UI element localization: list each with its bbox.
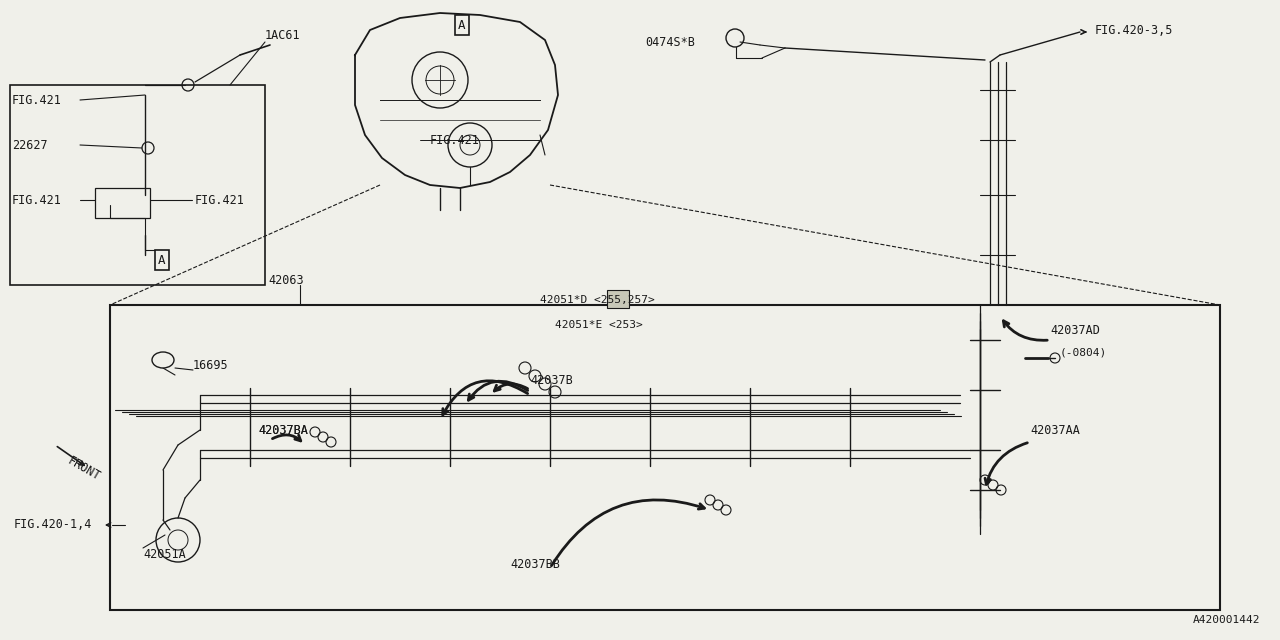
Text: FIG.421: FIG.421 [12, 193, 61, 207]
Text: FIG.421: FIG.421 [430, 134, 480, 147]
Text: FIG.421: FIG.421 [195, 193, 244, 207]
Text: FIG.420-1,4: FIG.420-1,4 [14, 518, 92, 531]
Ellipse shape [152, 352, 174, 368]
Text: 0474S*B: 0474S*B [645, 35, 695, 49]
Text: 42037AA: 42037AA [1030, 424, 1080, 436]
Bar [10, 85, 265, 285]
Text: FIG.420-3,5: FIG.420-3,5 [1094, 24, 1174, 36]
Text: 42051*E <253>: 42051*E <253> [556, 320, 643, 330]
Text: 42037BA: 42037BA [259, 424, 308, 436]
Text: 42051*D <255,257>: 42051*D <255,257> [540, 295, 655, 305]
Text: 16695: 16695 [193, 358, 229, 371]
Text: A: A [159, 253, 165, 266]
Text: FIG.421: FIG.421 [12, 93, 61, 106]
Text: A: A [458, 19, 466, 31]
Text: 22627: 22627 [12, 138, 47, 152]
Bar [110, 305, 1220, 610]
Text: 42051A: 42051A [143, 548, 186, 561]
Text: A420001442: A420001442 [1193, 615, 1260, 625]
Text: 42063: 42063 [268, 273, 303, 287]
Text: FRONT: FRONT [65, 454, 102, 483]
Bar [607, 290, 628, 308]
Text: 42037BB: 42037BB [509, 559, 559, 572]
Text: 42037B: 42037B [530, 374, 572, 387]
Text: 42037AD: 42037AD [1050, 323, 1100, 337]
Text: 1AC61: 1AC61 [265, 29, 301, 42]
Bar [95, 188, 150, 218]
Text: 42037BA: 42037BA [259, 424, 308, 436]
Text: (-0804): (-0804) [1060, 347, 1107, 357]
